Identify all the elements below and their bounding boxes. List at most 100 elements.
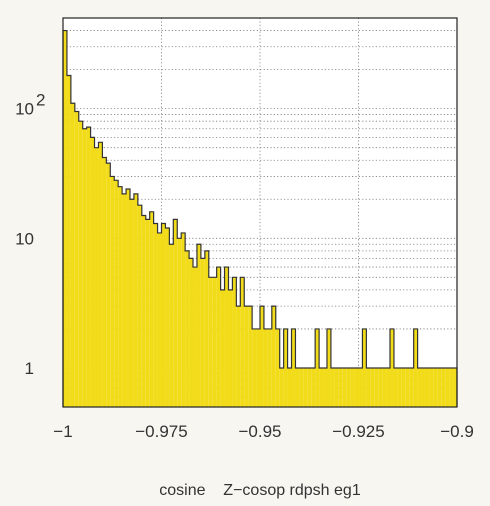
- histogram-bar: [70, 103, 75, 407]
- histogram-bar: [319, 367, 324, 407]
- histogram-bar: [256, 328, 260, 407]
- y-tick-superscript: 2: [36, 91, 45, 110]
- histogram-bar: [370, 367, 375, 407]
- histogram-bar: [82, 128, 87, 407]
- histogram-bar: [350, 367, 355, 407]
- histogram-bar: [74, 111, 79, 408]
- histogram-bar: [86, 127, 91, 408]
- histogram-bar: [330, 367, 335, 407]
- histogram-bar: [441, 367, 446, 407]
- histogram-bar: [224, 267, 229, 407]
- y-tick-label: 10: [15, 229, 34, 248]
- histogram-bar: [382, 367, 387, 407]
- histogram-bar: [271, 306, 276, 407]
- histogram-bar: [401, 367, 406, 407]
- histogram-bar: [358, 367, 363, 407]
- histogram-bar: [390, 328, 394, 407]
- histogram-bar: [311, 367, 316, 407]
- histogram-bar: [429, 367, 434, 407]
- histogram-bar: [338, 367, 343, 407]
- histogram-bar: [263, 328, 268, 407]
- histogram-bar: [433, 367, 438, 407]
- histogram-bar: [94, 147, 99, 407]
- histogram-bar: [129, 199, 134, 407]
- histogram-bar: [307, 367, 312, 407]
- histogram-bar: [405, 367, 410, 407]
- histogram-bar: [315, 328, 320, 407]
- histogram-bar: [449, 367, 454, 407]
- x-axis-label: cosine Z−cosop rdpsh eg1: [159, 482, 361, 499]
- histogram-bar: [153, 223, 158, 407]
- histogram-bar: [252, 328, 257, 407]
- histogram-bar: [63, 30, 67, 407]
- histogram-bar: [287, 367, 292, 407]
- histogram-bar: [421, 367, 426, 407]
- histogram-bar: [425, 367, 430, 407]
- histogram-bar: [299, 367, 304, 407]
- histogram-bar: [386, 367, 391, 407]
- histogram-bar: [334, 367, 339, 407]
- histogram-bar: [66, 75, 71, 407]
- histogram-bar: [267, 328, 272, 407]
- x-tick-label: −0.925: [332, 422, 384, 441]
- histogram-bar: [106, 163, 111, 407]
- histogram-bar: [110, 176, 115, 407]
- histogram-bar: [204, 250, 209, 407]
- histogram-bar: [122, 193, 127, 407]
- histogram-bar: [216, 267, 221, 407]
- histogram-bar: [181, 232, 186, 407]
- histogram-bar: [212, 277, 217, 407]
- histogram-bar: [133, 193, 138, 407]
- histogram-bar: [78, 121, 83, 408]
- x-tick-label: −0.9: [440, 422, 474, 441]
- histogram-bars: [63, 30, 457, 408]
- histogram-bar: [185, 250, 190, 407]
- histogram-bar: [295, 367, 300, 407]
- x-tick-label: −1: [53, 422, 72, 441]
- histogram-bar: [200, 258, 205, 407]
- histogram-bar: [260, 306, 264, 407]
- histogram-bar: [275, 328, 280, 407]
- histogram-bar: [98, 142, 103, 407]
- histogram-bar: [196, 244, 201, 407]
- histogram-bar: [165, 228, 170, 407]
- histogram-bar: [279, 367, 284, 407]
- histogram-bar: [283, 328, 288, 407]
- histogram-bar: [417, 367, 422, 407]
- histogram-bar: [362, 328, 367, 407]
- histogram-bar: [102, 157, 107, 407]
- plot-frame: [62, 17, 458, 408]
- histogram-bar: [366, 367, 371, 407]
- histogram-bar: [453, 367, 457, 407]
- histogram-bar: [445, 367, 450, 407]
- x-tick-label: −0.95: [238, 422, 281, 441]
- histogram-bar: [177, 238, 182, 407]
- histogram-bar: [141, 215, 146, 407]
- histogram-bar: [240, 277, 245, 407]
- histogram-bar: [220, 289, 225, 407]
- histogram-bar: [236, 306, 241, 407]
- histogram-bar: [189, 258, 194, 407]
- histogram-bar: [378, 367, 383, 407]
- histogram-bar: [228, 289, 233, 407]
- histogram-bar: [291, 328, 296, 407]
- histogram-bar: [118, 186, 123, 407]
- histogram-bar: [149, 211, 154, 407]
- histogram-bar: [169, 244, 174, 407]
- histogram-outline: [62, 29, 458, 407]
- histogram-bar: [126, 188, 130, 407]
- histogram-bar: [232, 277, 237, 407]
- histogram-bar: [208, 277, 213, 407]
- histogram-bar: [303, 367, 308, 407]
- histogram-bar: [409, 367, 414, 407]
- histogram-bar: [157, 232, 162, 407]
- histogram-bar: [346, 367, 351, 407]
- histogram-bar: [342, 367, 347, 407]
- histogram-bar: [137, 205, 142, 407]
- histogram-bar: [114, 180, 119, 407]
- histogram-bar: [90, 137, 95, 407]
- histogram-bar: [193, 267, 197, 407]
- y-tick-label: 10: [15, 100, 34, 119]
